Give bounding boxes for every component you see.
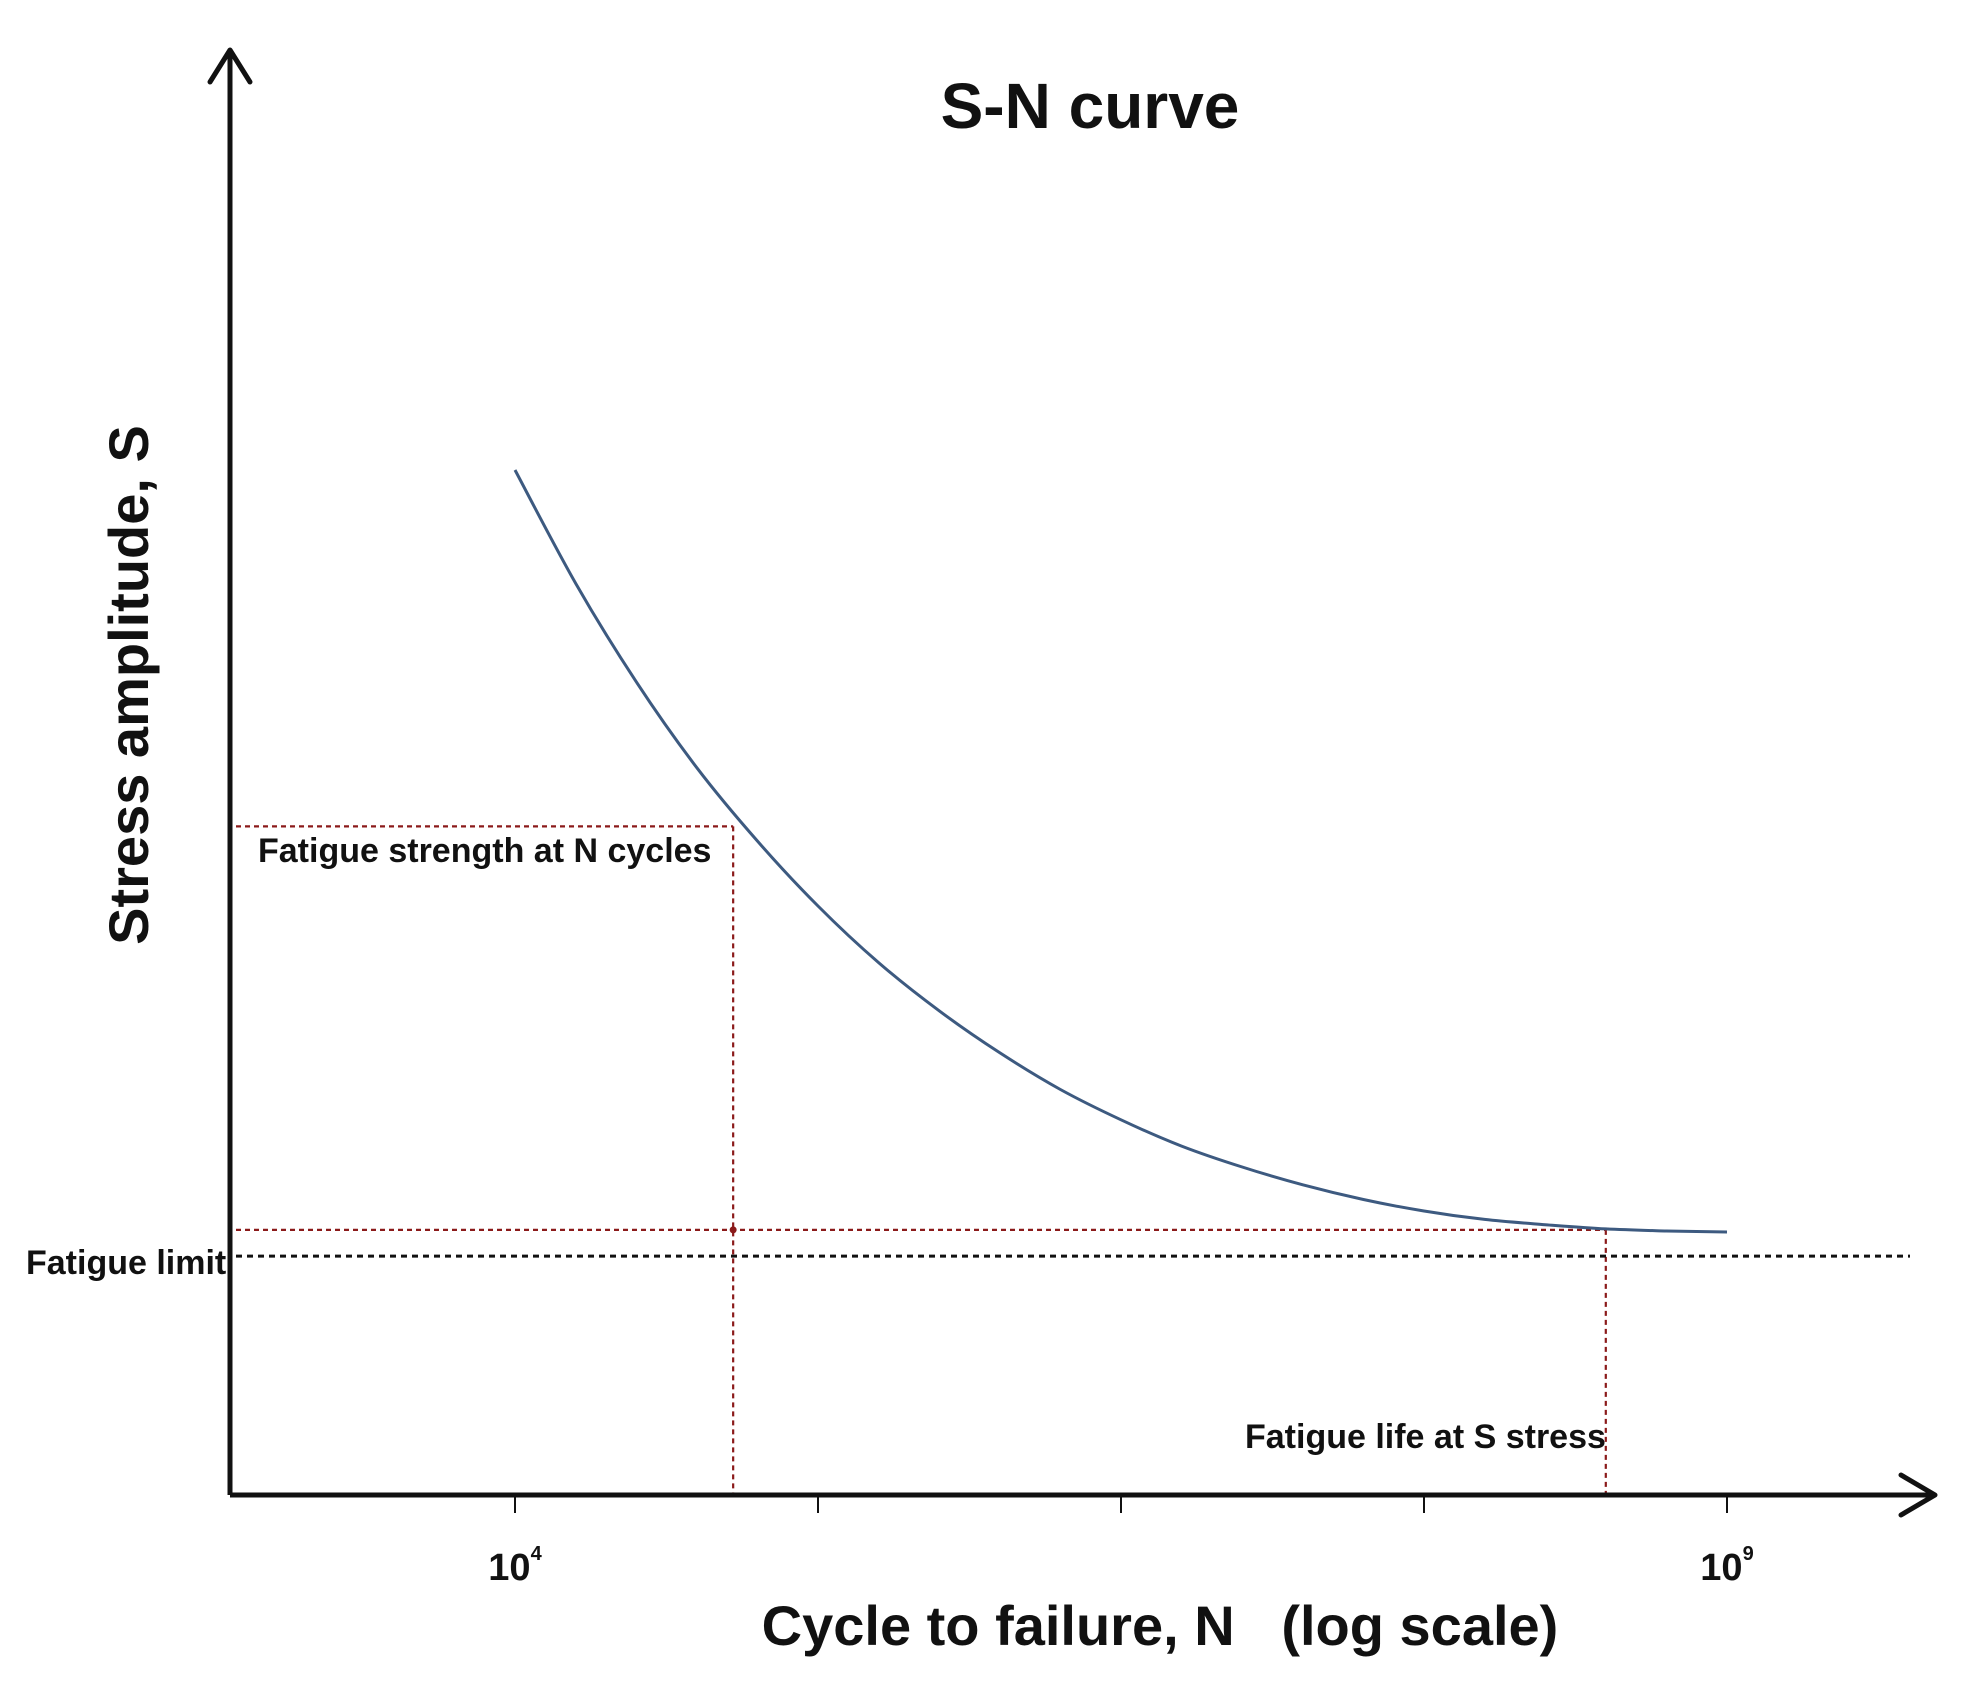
fatigue-life-annotation: Fatigue life at S stress [1245,1418,1606,1456]
y-axis-label: Stress amplitude, S [97,425,160,945]
fatigue-limit-annotation: Fatigue limit [26,1244,226,1282]
chart-title: S-N curve [941,70,1240,142]
axes [207,47,1938,1518]
guide-lines [236,825,1910,1495]
fatigue-strength-annotation: Fatigue strength at N cycles [258,832,711,870]
x-tick-marks [514,1495,1728,1513]
x-tick-label-1e4: 104 [488,1543,542,1589]
x-axis-arrow-icon [1898,1472,1938,1518]
guide-intersection-point [729,1226,737,1234]
y-axis-arrow-icon [207,47,253,85]
x-axis-label: Cycle to failure, N (log scale) [762,1594,1559,1657]
sn-curve-series-line [513,469,1728,1234]
x-tick-label-1e9: 109 [1700,1543,1753,1589]
